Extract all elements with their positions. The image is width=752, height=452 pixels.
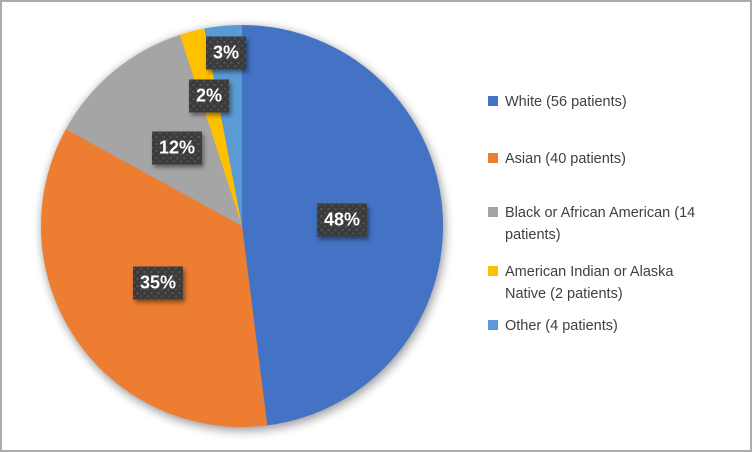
legend-marker-other <box>488 320 498 330</box>
legend-marker-white <box>488 96 498 106</box>
legend: White (56 patients) Asian (40 patients) Bl… <box>488 2 748 450</box>
legend-item-other: Other (4 patients) <box>488 315 710 337</box>
legend-label-other: Other (4 patients) <box>505 318 618 334</box>
pie-slice-white <box>242 24 444 426</box>
legend-marker-american-indian-or-alaska-native <box>488 266 498 276</box>
pie-slice-black-or-african-american <box>65 34 242 227</box>
legend-label-american-indian-or-alaska-native: American Indian or Alaska Native (2 pati… <box>505 264 674 302</box>
legend-marker-black-or-african-american <box>488 207 498 217</box>
legend-label-white: White (56 patients) <box>505 94 627 110</box>
legend-item-american-indian-or-alaska-native: American Indian or Alaska Native (2 pati… <box>488 261 710 305</box>
legend-item-black-or-african-american: Black or African American (14 patients) <box>488 202 710 246</box>
legend-marker-asian <box>488 153 498 163</box>
pie-slice-american-indian-or-alaska-native <box>179 28 242 227</box>
legend-label-black-or-african-american: Black or African American (14 patients) <box>505 205 696 243</box>
legend-item-asian: Asian (40 patients) <box>488 148 710 170</box>
legend-item-white: White (56 patients) <box>488 91 710 113</box>
legend-label-asian: Asian (40 patients) <box>505 151 626 167</box>
pie-slice-other <box>204 25 242 226</box>
